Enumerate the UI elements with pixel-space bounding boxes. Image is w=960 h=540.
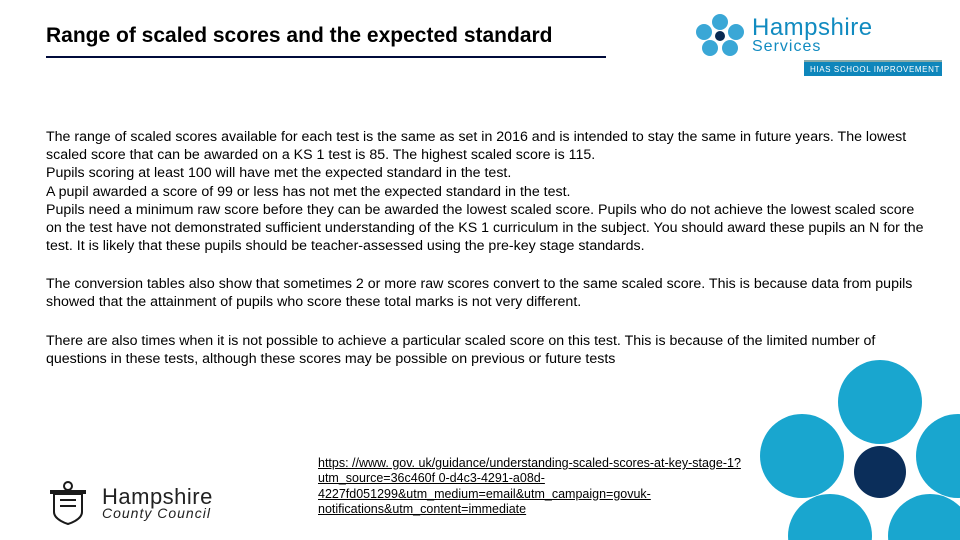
- brand-bar: HIAS SCHOOL IMPROVEMENT: [804, 60, 942, 76]
- council-line2: County Council: [102, 506, 213, 520]
- crest-icon: [46, 480, 90, 526]
- page-title: Range of scaled scores and the expected …: [46, 24, 553, 48]
- brand-sub: Services: [752, 38, 821, 56]
- title-underline: [46, 56, 606, 58]
- paragraph: The range of scaled scores available for…: [46, 128, 926, 164]
- source-link[interactable]: https: //www. gov. uk/guidance/understan…: [318, 456, 748, 517]
- county-council-badge: Hampshire County Council: [46, 480, 213, 526]
- paragraph: The conversion tables also show that som…: [46, 275, 926, 311]
- brand-bar-text: HIAS SCHOOL IMPROVEMENT: [804, 62, 942, 78]
- paragraph: Pupils need a minimum raw score before t…: [46, 201, 926, 256]
- slide: Range of scaled scores and the expected …: [0, 0, 960, 540]
- paragraph: A pupil awarded a score of 99 or less ha…: [46, 183, 926, 201]
- flower-icon: [750, 360, 960, 540]
- paragraph: Pupils scoring at least 100 will have me…: [46, 164, 926, 182]
- council-text: Hampshire County Council: [102, 486, 213, 520]
- flower-icon: [692, 14, 748, 62]
- body-text: The range of scaled scores available for…: [46, 128, 926, 368]
